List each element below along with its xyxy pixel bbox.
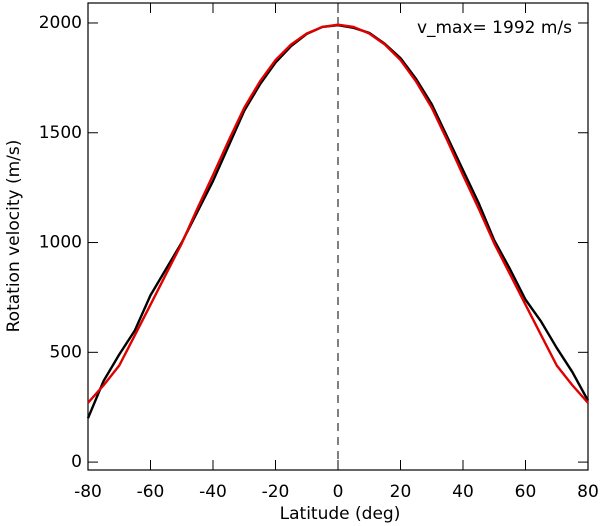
- y-tick-label: 1500: [39, 123, 82, 143]
- y-axis-label: Rotation velocity (m/s): [4, 140, 24, 333]
- x-tick-label: 60: [515, 482, 537, 502]
- x-tick-label: 40: [452, 482, 474, 502]
- x-tick-label: -40: [199, 482, 227, 502]
- x-tick-label: -80: [74, 482, 102, 502]
- y-tick-label: 500: [50, 342, 82, 362]
- x-tick-label: -20: [262, 482, 290, 502]
- data-line: [87, 23, 589, 404]
- x-axis-label: Latitude (deg): [280, 504, 401, 524]
- y-tick-label: 1000: [39, 233, 82, 253]
- y-tick-label: 2000: [39, 13, 82, 33]
- x-tick-label: 20: [390, 482, 412, 502]
- annotation: v_max= 1992 m/s: [417, 18, 572, 38]
- y-tick-label: 0: [71, 452, 82, 472]
- x-tick-label: 0: [333, 482, 344, 502]
- x-tick-label: 80: [577, 482, 599, 502]
- x-tick-label: -60: [137, 482, 165, 502]
